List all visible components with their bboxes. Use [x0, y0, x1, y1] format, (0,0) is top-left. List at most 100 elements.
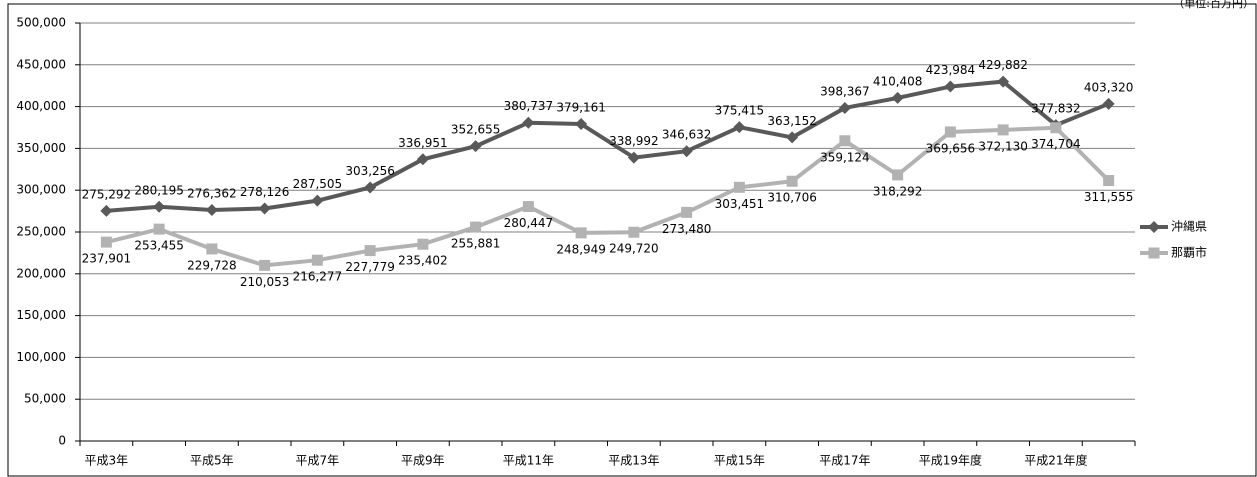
data-label: 255,881 [451, 237, 501, 251]
marker [417, 238, 429, 250]
data-label: 429,882 [978, 58, 1028, 72]
y-tick-label: 100,000 [16, 350, 66, 364]
marker [100, 236, 112, 248]
marker [153, 200, 166, 213]
legend-marker [1148, 247, 1160, 259]
x-tick-label: 平成5年 [190, 454, 234, 468]
y-tick-label: 0 [58, 434, 66, 448]
marker [892, 169, 904, 181]
chart-border [7, 3, 1257, 477]
marker [839, 135, 851, 147]
x-tick-label: 平成11年 [503, 454, 554, 468]
marker [259, 259, 271, 271]
x-tick-label: 平成21年度 [1024, 453, 1087, 468]
marker [1103, 175, 1115, 187]
data-label: 379,161 [556, 101, 606, 115]
marker [786, 175, 798, 187]
data-label: 249,720 [609, 242, 659, 256]
data-label: 275,292 [82, 187, 132, 201]
marker [997, 124, 1009, 136]
data-label: 318,292 [873, 184, 923, 198]
data-label: 210,053 [240, 275, 290, 289]
data-label: 276,362 [187, 186, 237, 200]
data-label: 377,832 [1031, 102, 1081, 116]
y-tick-label: 250,000 [16, 225, 66, 239]
marker [470, 221, 482, 233]
data-label: 359,124 [820, 150, 870, 164]
x-tick-label: 平成15年 [714, 454, 765, 468]
data-label: 374,704 [1031, 137, 1081, 151]
marker [364, 245, 376, 257]
marker [733, 181, 745, 193]
data-label: 237,901 [82, 252, 132, 266]
y-tick-label: 450,000 [16, 57, 66, 71]
x-tick-label: 平成17年 [819, 454, 870, 468]
data-label: 423,984 [926, 63, 976, 77]
y-tick-label: 500,000 [16, 16, 66, 30]
marker [153, 223, 165, 235]
data-label: 280,447 [504, 216, 554, 230]
unit-annotation: （単位:百万円） [1173, 0, 1254, 10]
data-label: 229,728 [187, 258, 237, 272]
data-label: 227,779 [345, 260, 395, 274]
marker [786, 131, 799, 144]
legend-label: 那覇市 [1171, 245, 1207, 260]
marker [364, 181, 377, 194]
x-tick-label: 平成3年 [85, 454, 129, 468]
y-tick-label: 400,000 [16, 99, 66, 113]
data-label: 253,455 [134, 239, 184, 253]
data-label: 303,256 [345, 164, 395, 178]
y-tick-label: 350,000 [16, 141, 66, 155]
x-tick-label: 平成19年度 [919, 453, 982, 468]
data-label: 303,451 [715, 197, 765, 211]
data-label: 311,555 [1084, 190, 1134, 204]
marker [838, 101, 851, 114]
marker [944, 80, 957, 93]
data-label: 338,992 [609, 134, 659, 148]
data-label: 398,367 [820, 84, 870, 98]
marker [1050, 122, 1062, 134]
data-label: 216,277 [293, 270, 343, 284]
marker [100, 204, 113, 217]
marker [311, 254, 323, 266]
data-label: 372,130 [978, 139, 1028, 153]
data-label: 273,480 [662, 222, 712, 236]
marker [997, 75, 1010, 88]
marker [522, 116, 535, 129]
marker [522, 201, 534, 213]
x-tick-label: 平成13年 [608, 454, 659, 468]
marker [627, 151, 640, 164]
marker [416, 153, 429, 166]
marker [680, 145, 693, 158]
series-line [105, 125, 1111, 268]
marker [575, 227, 587, 239]
legend-label: 沖縄県 [1171, 219, 1207, 234]
marker [891, 91, 904, 104]
x-tick-label: 平成7年 [296, 454, 340, 468]
marker [944, 126, 956, 138]
data-label: 352,655 [451, 123, 501, 137]
marker [206, 243, 218, 255]
y-tick-label: 50,000 [24, 392, 66, 406]
marker [628, 226, 640, 238]
data-label: 336,951 [398, 136, 448, 150]
marker [469, 140, 482, 153]
x-tick-label: 平成9年 [401, 454, 445, 468]
marker [311, 194, 324, 207]
data-label: 280,195 [134, 183, 184, 197]
data-label: 346,632 [662, 128, 712, 142]
data-label: 369,656 [926, 141, 976, 155]
data-label: 363,152 [767, 114, 817, 128]
marker [1102, 97, 1115, 110]
data-label: 375,415 [715, 104, 765, 118]
marker [205, 203, 218, 216]
marker [258, 202, 271, 215]
data-label: 310,706 [767, 191, 817, 205]
data-label: 403,320 [1084, 80, 1134, 94]
series-line [106, 79, 1110, 213]
legend-marker [1148, 221, 1160, 233]
marker [575, 118, 588, 131]
marker [681, 206, 693, 218]
y-tick-label: 300,000 [16, 183, 66, 197]
